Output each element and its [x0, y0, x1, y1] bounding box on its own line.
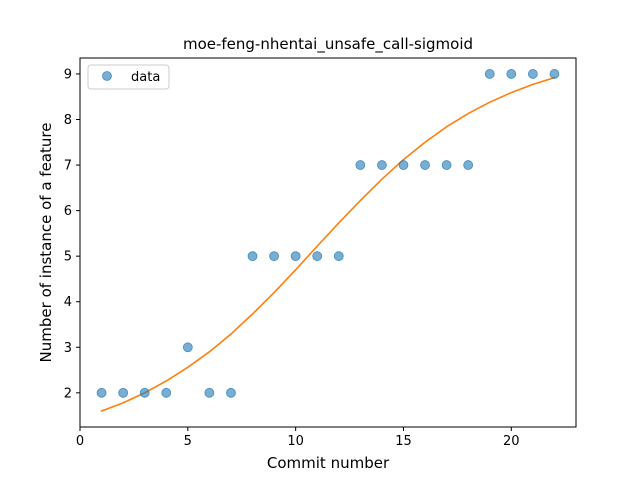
y-axis-ticks: 2 3 4 5 6 7 8 9	[64, 67, 80, 401]
fit-curve-layer	[100, 76, 556, 412]
x-tick-label: 20	[503, 434, 520, 449]
data-point	[226, 387, 236, 398]
chart-title: moe-feng-nhentai_unsafe_call-sigmoid	[183, 35, 473, 54]
y-axis-label: Number of instance of a feature	[37, 123, 55, 363]
data-point	[420, 160, 430, 170]
data-point	[139, 387, 150, 398]
legend-label: data	[131, 70, 160, 85]
x-tick-label: 0	[76, 434, 84, 449]
legend: data	[87, 64, 170, 90]
plot-area	[80, 58, 576, 427]
data-point	[377, 160, 387, 170]
y-tick-label: 7	[64, 159, 72, 174]
y-tick-label: 5	[64, 250, 72, 265]
data-point	[96, 387, 107, 398]
x-tick-label: 5	[184, 434, 192, 449]
data-point	[333, 251, 344, 262]
legend-box	[87, 64, 170, 90]
data-point	[118, 387, 129, 398]
data-point	[204, 387, 215, 398]
x-axis-label: Commit number	[267, 454, 390, 472]
data-points-layer	[96, 69, 560, 398]
data-point	[527, 69, 538, 79]
fit-curve	[100, 76, 556, 412]
data-point	[355, 160, 366, 170]
data-point	[247, 251, 258, 262]
data-point	[290, 251, 301, 262]
data-point	[441, 160, 452, 170]
data-point	[463, 160, 474, 170]
x-tick-label: 15	[395, 434, 412, 449]
y-tick-label: 3	[64, 341, 72, 356]
plot-frame	[79, 57, 577, 428]
data-point	[269, 251, 279, 262]
data-point	[506, 69, 517, 79]
data-point	[398, 160, 409, 170]
y-tick-label: 4	[64, 295, 72, 310]
x-tick-label: 10	[287, 434, 304, 449]
legend-marker	[102, 71, 112, 81]
y-tick-label: 9	[64, 67, 72, 82]
data-point	[182, 342, 193, 353]
y-tick-label: 6	[64, 204, 72, 219]
data-point	[549, 69, 560, 79]
data-point	[484, 69, 495, 79]
data-point	[312, 251, 323, 262]
y-tick-label: 8	[64, 113, 72, 128]
y-tick-label: 2	[64, 386, 72, 401]
data-point	[161, 387, 172, 398]
x-axis-ticks: 0 5 10 15 20	[76, 427, 520, 449]
